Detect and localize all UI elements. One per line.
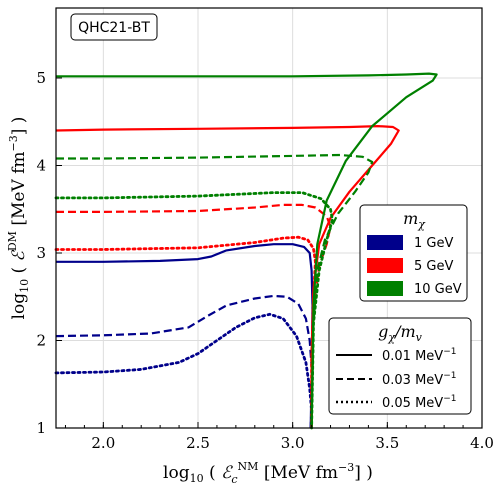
model-badge: QHC21-BT [70, 13, 158, 41]
series-line-1gev-dotted [54, 312, 313, 430]
series-line-1gev-solid [56, 243, 314, 429]
x-tick-label: 2.0 [91, 434, 115, 452]
legend-swatch-1gev [367, 235, 403, 250]
coupling-legend: gχ/mv 0.01 MeV−1 0.03 MeV−1 0.05 MeV−1 [328, 317, 472, 415]
mass-legend: mχ 1 GeV 5 GeV 10 GeV [359, 204, 468, 302]
y-tick-label: 1 [36, 419, 46, 437]
series-line-10gev-dashed [56, 153, 374, 429]
plot-frame [55, 7, 483, 429]
series-line-5gev-dashed [56, 203, 332, 428]
model-badge-text: QHC21-BT [78, 20, 150, 36]
series-layer [54, 72, 438, 430]
y-tick-label: 5 [36, 69, 46, 87]
x-tick-label: 3.0 [281, 434, 305, 452]
legend-label-001: 0.01 MeV−1 [382, 347, 456, 364]
legend-label-005: 0.05 MeV−1 [382, 394, 456, 411]
x-tick-label: 2.5 [186, 434, 210, 452]
legend-label-10gev: 10 GeV [414, 282, 462, 297]
series-line-10gev-solid [56, 72, 438, 429]
coupling-legend-title: gχ/mv [378, 322, 422, 344]
legend-label-003: 0.03 MeV−1 [382, 371, 456, 388]
x-tick-label: 3.5 [375, 434, 399, 452]
ticks: 2.0 2.5 3.0 3.5 4.0 1 2 3 4 5 [36, 69, 493, 452]
y-axis-label: log10 ( ℰDM [MeV fm−3] ) [6, 117, 31, 320]
y-tick-label: 3 [36, 244, 46, 262]
mass-legend-title: mχ [403, 209, 426, 231]
legend-swatch-10gev [367, 281, 403, 296]
y-tick-label: 4 [36, 157, 46, 175]
legend-swatch-5gev [367, 258, 403, 273]
series-line-10gev-dotted [54, 191, 334, 430]
x-tick-label: 4.0 [470, 434, 494, 452]
x-axis-label: log10 ( ℰcNM [MeV fm−3] ) [163, 460, 373, 486]
legend-label-1gev: 1 GeV [414, 236, 453, 251]
legend-label-5gev: 5 GeV [414, 259, 453, 274]
y-tick-label: 2 [36, 332, 46, 350]
